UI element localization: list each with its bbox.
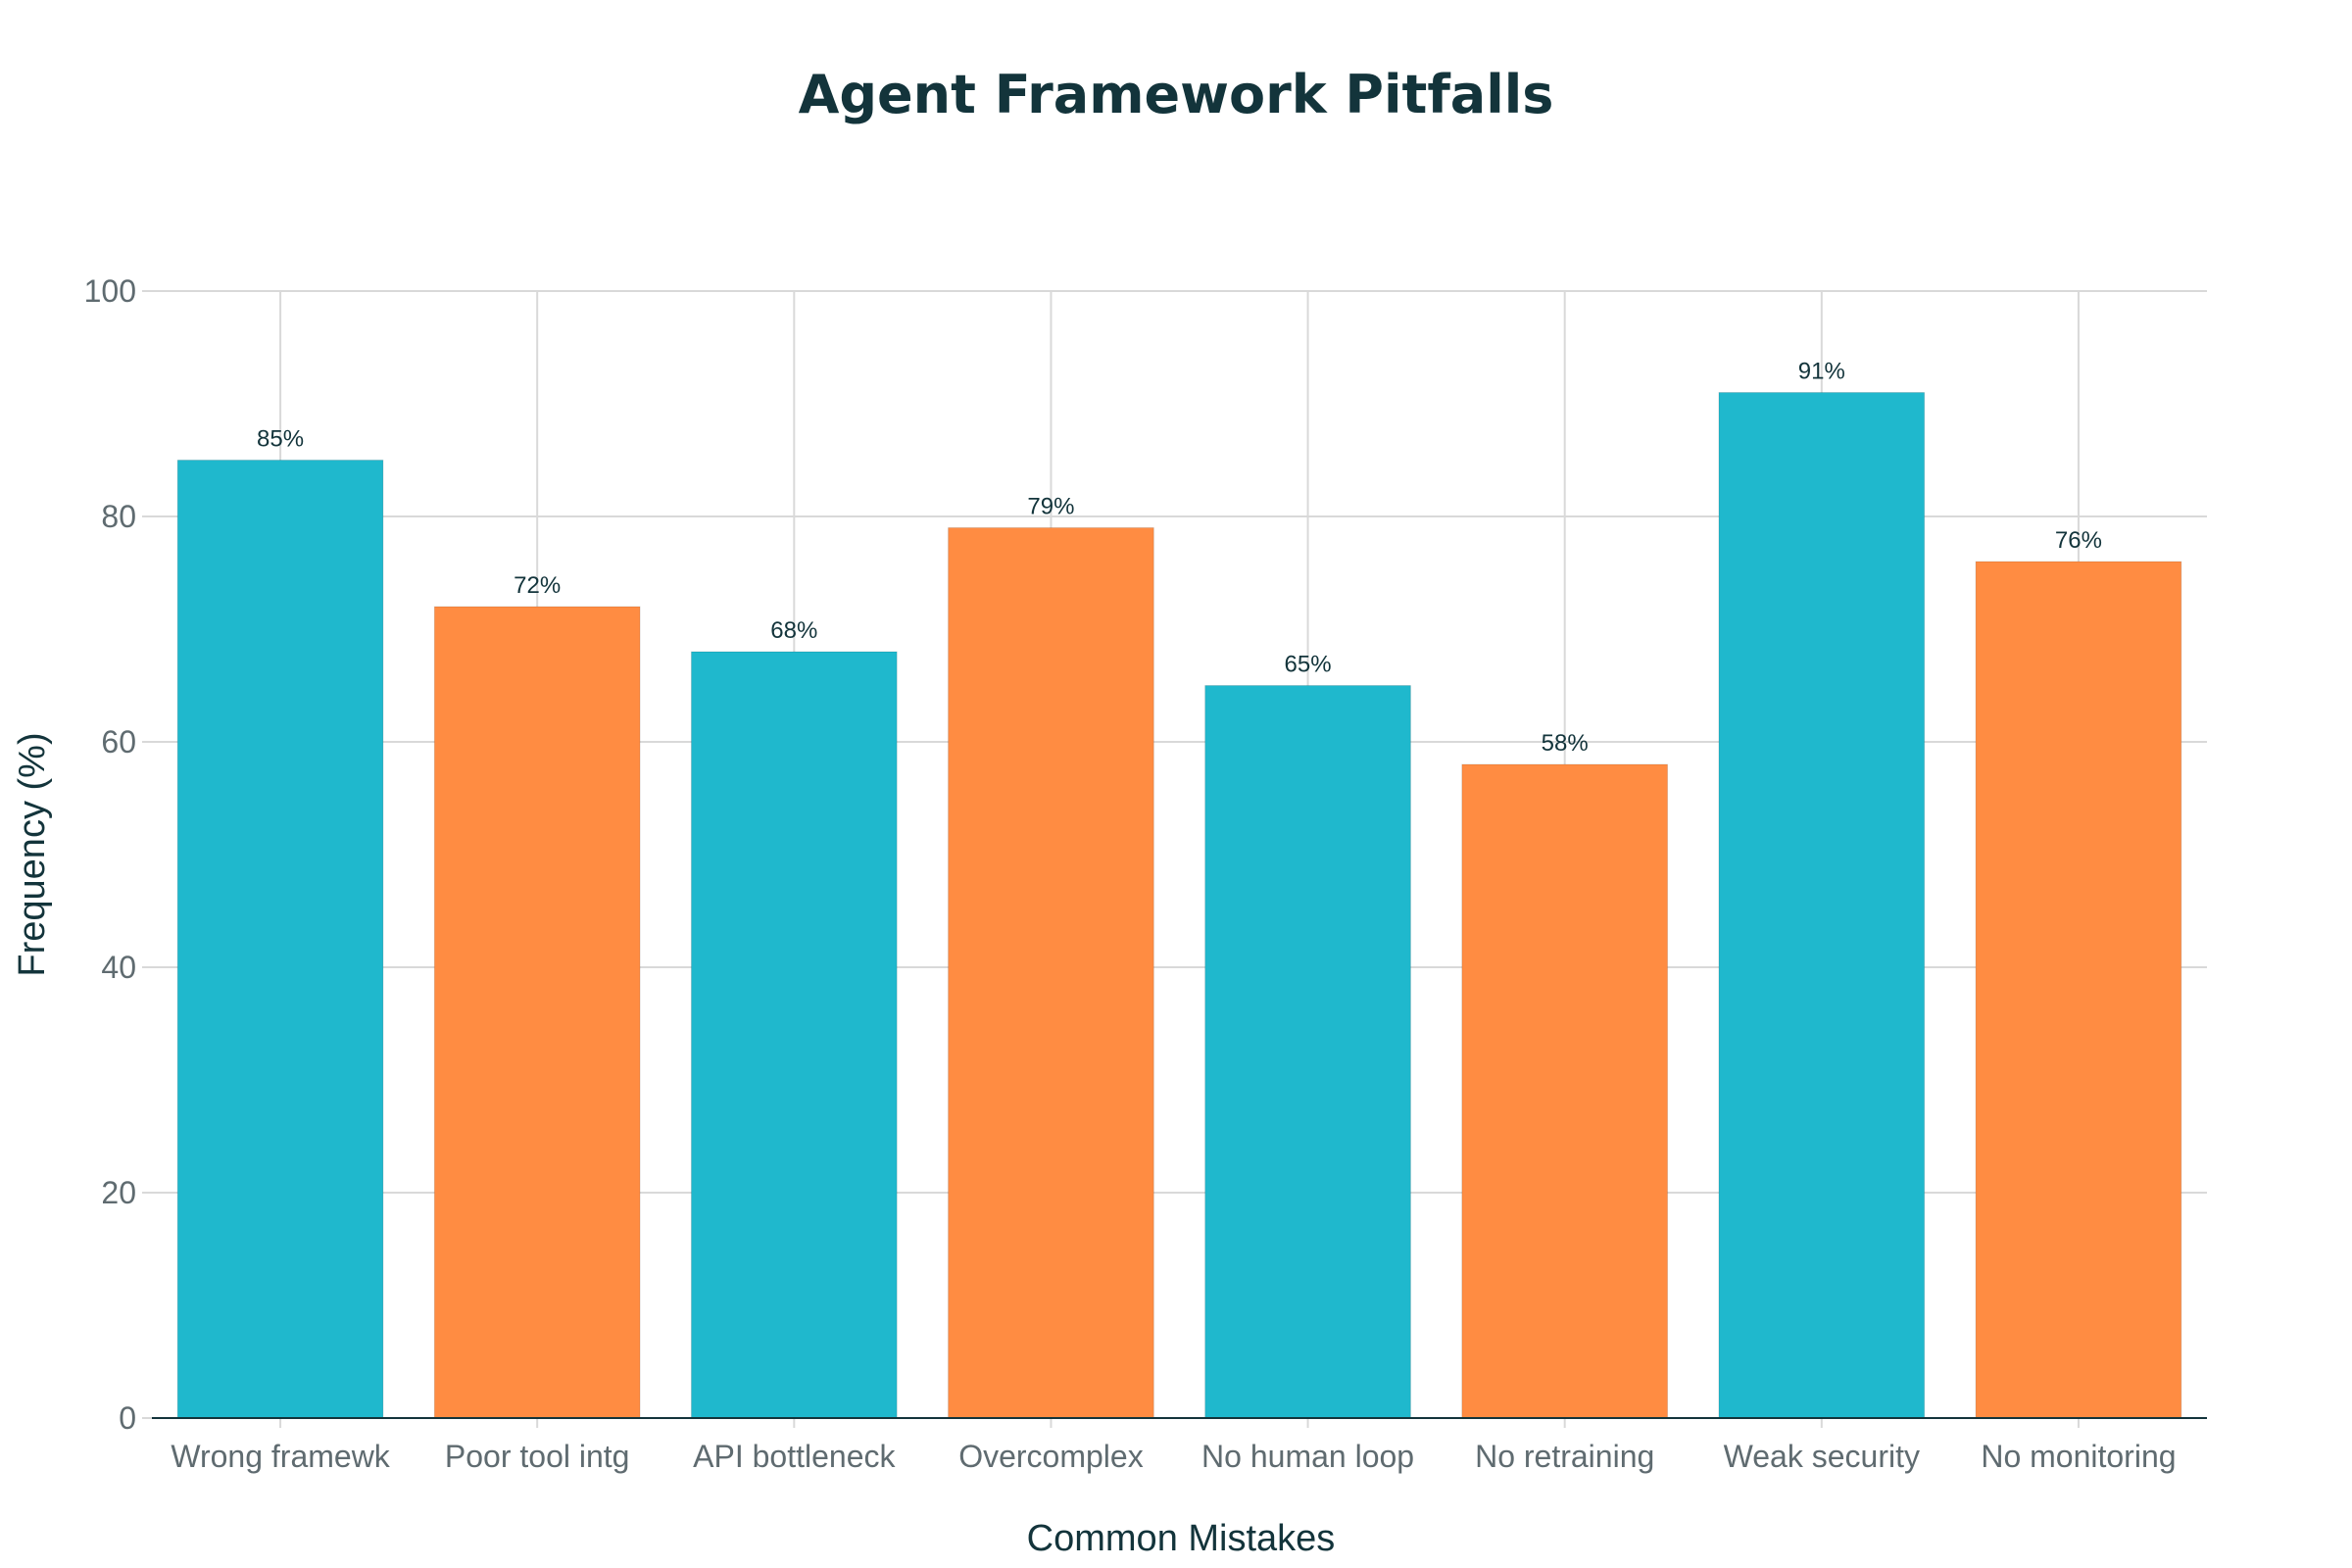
- bar-data-label: 68%: [770, 617, 817, 644]
- bar: [1204, 685, 1411, 1419]
- data-labels: 85% 72% 68% 79% 65% 58% 91% 76%: [257, 359, 2102, 758]
- chart-title: Agent Framework Pitfalls: [799, 64, 1554, 125]
- x-tick-label: No monitoring: [1981, 1439, 2176, 1474]
- x-tick-label: Overcomplex: [958, 1439, 1144, 1474]
- x-axis-title: Common Mistakes: [1027, 1518, 1336, 1559]
- bar-data-label: 65%: [1285, 652, 1332, 678]
- bar: [948, 527, 1154, 1419]
- x-tick-label: Poor tool intg: [445, 1439, 630, 1474]
- bar: [1975, 561, 2182, 1419]
- x-tick-label: No human loop: [1201, 1439, 1414, 1474]
- bar: [690, 651, 898, 1419]
- bar: [1461, 763, 1669, 1419]
- bar-data-label: 85%: [257, 426, 304, 453]
- y-tick-label: 80: [101, 499, 136, 534]
- y-tick-label: 100: [84, 273, 136, 309]
- x-tick-label: Wrong framewk: [171, 1439, 390, 1474]
- x-axis-ticks: Wrong framewk Poor tool intg API bottlenec…: [171, 1439, 2176, 1474]
- bar-data-label: 76%: [2055, 527, 2102, 554]
- bar-data-label: 58%: [1542, 730, 1589, 757]
- y-axis-title: Frequency (%): [12, 732, 53, 976]
- bar: [176, 460, 384, 1419]
- bar-data-label: 72%: [514, 572, 561, 599]
- bar-data-label: 79%: [1027, 494, 1074, 520]
- y-tick-label: 20: [101, 1175, 136, 1210]
- bar: [1718, 392, 1926, 1419]
- y-tick-label: 60: [101, 724, 136, 760]
- y-tick-label: 0: [119, 1400, 136, 1436]
- y-axis-ticks: 0 20 40 60 80 100: [84, 273, 136, 1436]
- x-tick-label: No retraining: [1475, 1439, 1654, 1474]
- bars: [176, 392, 2182, 1419]
- bar-data-label: 91%: [1798, 359, 1845, 385]
- x-tick-label: Weak security: [1724, 1439, 1920, 1474]
- bar: [433, 606, 641, 1419]
- y-tick-label: 40: [101, 950, 136, 985]
- x-tick-label: API bottleneck: [693, 1439, 896, 1474]
